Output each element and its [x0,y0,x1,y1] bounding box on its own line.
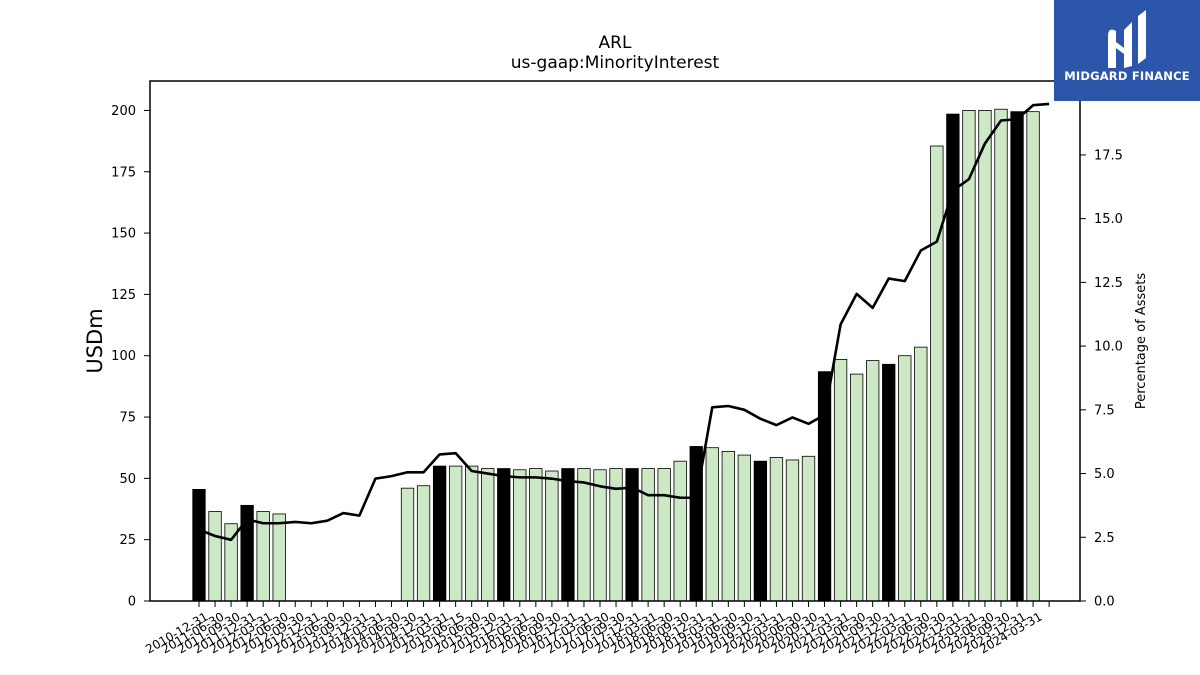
y2-tick-label: 17.5 [1094,148,1123,163]
bar-2021-03-31 [849,373,864,602]
bar-2018-12-31 [705,447,719,602]
bar-2016-03-31 [529,468,543,602]
bar-2022-06-30 [930,145,944,602]
bar-series [192,108,1040,602]
logo-text: MIDGARD FINANCE [1064,69,1190,83]
bar-2023-09-30 [1010,111,1024,602]
bar-2020-06-30 [801,455,816,602]
bar-2019-12-31 [769,457,784,602]
bar-2016-09-30 [561,468,575,602]
bar-2012-03-31 [272,513,286,602]
y-tick-label: 0 [128,595,136,610]
bar-2015-06-30 [481,468,495,602]
y2-tick-label: 5.0 [1094,467,1115,482]
bar-2023-12-31 [1026,111,1040,602]
y2-axis-label: Percentage of Assets [1134,273,1149,409]
y-tick-label: 75 [119,411,136,426]
bar-2014-09-30 [432,465,447,602]
bar-2019-06-30 [737,454,752,602]
bar-2020-12-31 [833,358,848,602]
y2-tick-label: 2.5 [1094,531,1115,546]
y-axis-left: 0 25 50 75 100 125 150 175 200 [111,104,150,610]
bar-2016-06-30 [545,470,559,602]
midgard-finance-logo: MIDGARD FINANCE [1054,0,1200,101]
bar-2022-03-31 [914,346,928,602]
bar-2015-03-31 [465,465,479,602]
bar-2015-12-31 [513,469,527,602]
bar-2017-12-31 [641,468,655,602]
percentage-line [198,102,1050,542]
y-tick-label: 25 [119,533,136,548]
y-axis-right: 0.0 2.5 5.0 7.5 10.0 12.5 15.0 17.5 [1080,148,1123,610]
bar-2018-03-31 [657,468,671,602]
chart-title: ARL [599,33,632,53]
y-tick-label: 150 [111,227,136,242]
bar-2018-06-30 [673,460,687,602]
bar-2019-03-31 [721,450,735,602]
logo-mark-icon [1108,10,1146,69]
bar-2021-09-30 [882,363,896,602]
bar-2011-03-31 [208,511,222,602]
y2-tick-label: 12.5 [1094,276,1123,291]
x-axis: 2010-12-312011-06-302011-09-302011-12-31… [143,601,1050,656]
bar-2014-06-30 [416,485,431,602]
bar-2023-03-31 [978,110,992,602]
bar-2010-12-31 [192,488,206,602]
bar-2014-03-31 [400,487,415,602]
bar-2011-12-31 [256,511,270,602]
y-tick-label: 100 [111,349,136,364]
bar-2020-03-31 [785,459,800,602]
bar-2019-09-30 [753,460,768,602]
y-tick-label: 175 [111,165,136,180]
plot-frame [149,80,1081,602]
bar-2022-12-31 [962,110,976,602]
line-series [198,102,1050,542]
bar-2023-06-30 [994,108,1008,602]
y2-tick-label: 10.0 [1094,340,1123,355]
bar-2021-06-30 [866,360,880,602]
bar-2017-03-31 [593,469,607,602]
y2-tick-label: 15.0 [1094,212,1123,227]
y2-tick-label: 7.5 [1094,403,1115,418]
bar-2016-12-31 [577,468,591,602]
bar-2014-12-31 [448,465,463,602]
chart-subtitle: us-gaap:MinorityInterest [511,53,720,73]
y-tick-label: 200 [111,104,136,119]
y2-tick-label: 0.0 [1094,595,1115,610]
y-tick-label: 50 [119,472,136,487]
y-axis-label: USDm [83,308,107,373]
bar-2015-09-30 [497,468,511,602]
y-tick-label: 125 [111,288,136,303]
bar-2021-12-31 [898,355,912,602]
bar-2020-09-30 [817,371,832,602]
